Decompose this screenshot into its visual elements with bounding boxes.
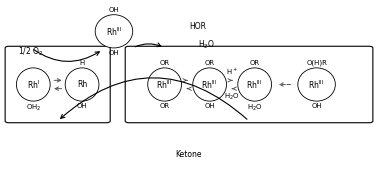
Text: Rh$^{\mathsf{III}}$: Rh$^{\mathsf{III}}$ xyxy=(106,25,122,38)
Text: OH: OH xyxy=(77,103,87,109)
Text: Rh$^{\mathsf{III}}$: Rh$^{\mathsf{III}}$ xyxy=(246,78,263,91)
Ellipse shape xyxy=(16,68,50,101)
Ellipse shape xyxy=(193,68,226,101)
FancyBboxPatch shape xyxy=(125,46,373,123)
Ellipse shape xyxy=(148,68,181,101)
Text: HOR: HOR xyxy=(189,22,206,31)
FancyBboxPatch shape xyxy=(5,46,110,123)
Text: H$_2$O: H$_2$O xyxy=(224,92,240,102)
Ellipse shape xyxy=(95,15,133,48)
Text: OH: OH xyxy=(108,7,119,13)
Text: OR: OR xyxy=(160,60,170,66)
Text: OH$_2$: OH$_2$ xyxy=(26,103,41,113)
Text: H$_2$O: H$_2$O xyxy=(247,103,262,113)
Text: OR: OR xyxy=(249,60,260,66)
Text: OH: OH xyxy=(311,103,322,109)
Text: Rh$^{\mathsf{III}}$: Rh$^{\mathsf{III}}$ xyxy=(308,78,325,91)
Text: Rh$^{\mathsf{III}}$: Rh$^{\mathsf{III}}$ xyxy=(201,78,218,91)
Text: Ketone: Ketone xyxy=(176,150,202,159)
Text: H$_2$O: H$_2$O xyxy=(198,38,215,51)
Text: H$^+$: H$^+$ xyxy=(226,67,238,77)
Ellipse shape xyxy=(65,68,99,101)
Text: OH: OH xyxy=(108,50,119,56)
Text: H: H xyxy=(79,60,85,66)
Text: Rh$^{\mathsf{I}}$: Rh$^{\mathsf{I}}$ xyxy=(27,78,40,91)
Text: Rh: Rh xyxy=(77,80,87,89)
Text: O(H)R: O(H)R xyxy=(306,60,327,66)
Text: 1/2 O$_2$: 1/2 O$_2$ xyxy=(18,45,44,57)
Text: OR: OR xyxy=(204,60,215,66)
Text: OR: OR xyxy=(160,103,170,109)
Text: Rh$^{\mathsf{III}}$: Rh$^{\mathsf{III}}$ xyxy=(156,78,173,91)
Ellipse shape xyxy=(298,68,335,101)
Ellipse shape xyxy=(238,68,271,101)
Text: OH: OH xyxy=(204,103,215,109)
